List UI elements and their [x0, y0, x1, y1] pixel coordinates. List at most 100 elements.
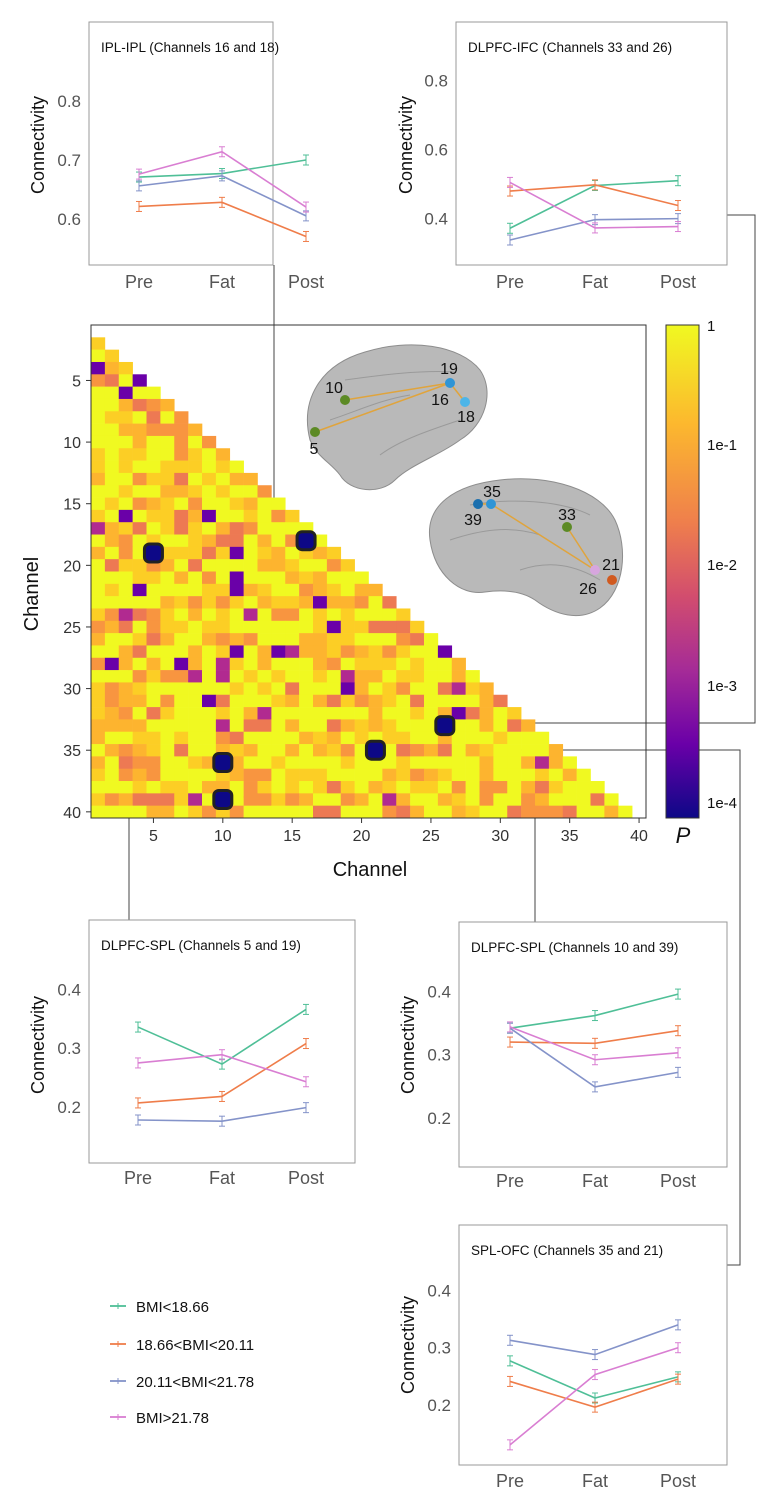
significant-cell-marker — [364, 739, 386, 761]
heatmap-cell — [202, 583, 217, 597]
heatmap-cell — [257, 522, 272, 535]
heatmap-cell — [396, 793, 411, 806]
heatmap-cell — [535, 768, 550, 782]
heatmap-cell — [437, 694, 453, 708]
heatmap-cell — [215, 546, 231, 560]
y-axis-label: Connectivity — [28, 996, 48, 1094]
heatmap-cell — [396, 731, 411, 745]
heatmap-cell — [618, 805, 633, 819]
heatmap-cell — [146, 657, 161, 671]
x-tick-label: Fat — [209, 272, 235, 292]
y-tick-label: 0.8 — [424, 72, 448, 91]
heatmap-cell — [118, 522, 133, 535]
heatmap-cell — [188, 522, 203, 535]
heatmap-cell — [104, 386, 120, 400]
heatmap-cell — [562, 793, 577, 806]
heatmap-cell — [285, 546, 300, 560]
heatmap-cell — [340, 805, 355, 819]
heatmap-cell — [215, 534, 231, 548]
brain-label-33: 33 — [558, 507, 576, 524]
heatmap-cell — [104, 448, 120, 461]
heatmap-cell — [493, 793, 508, 806]
heatmap-cell — [465, 682, 480, 696]
heatmap-cell — [326, 657, 342, 671]
heatmap-cell — [368, 645, 383, 659]
heatmap-cell — [132, 756, 147, 770]
heatmap-cell — [354, 805, 369, 819]
heatmap-cell — [215, 472, 231, 486]
heatmap-cell — [229, 472, 244, 486]
heatmap-cell — [507, 805, 522, 819]
x-tick-label: Pre — [496, 1471, 524, 1491]
heatmap-cell — [368, 781, 383, 794]
heatmap-cell — [396, 682, 411, 696]
heatmap-cell — [271, 781, 286, 794]
heatmap-cell — [326, 756, 342, 770]
brain-label-5: 5 — [310, 441, 319, 458]
heatmap-cell — [229, 608, 244, 622]
heatmap-cell — [368, 768, 383, 782]
heatmap-cell — [271, 744, 286, 757]
x-tick-label: 30 — [491, 828, 509, 845]
heatmap-cell — [188, 781, 203, 794]
heatmap-cell — [146, 596, 161, 609]
heatmap-cell — [326, 670, 342, 683]
heatmap-cell — [215, 633, 231, 646]
heatmap-cell — [340, 731, 355, 745]
heatmap-cell — [91, 374, 106, 387]
heatmap-cell — [465, 805, 480, 819]
heatmap-cell — [257, 805, 272, 819]
heatmap-cell — [215, 657, 231, 671]
heatmap-cell — [299, 657, 314, 671]
heatmap-cell — [229, 633, 244, 646]
heatmap-cell — [104, 534, 120, 548]
heatmap-cell — [118, 583, 133, 597]
colorbar-tick-label: 1e-3 — [707, 678, 737, 695]
heatmap-cell — [132, 596, 147, 609]
heatmap-cell — [382, 805, 397, 819]
heatmap-cell — [313, 793, 328, 806]
heatmap-cell — [326, 559, 342, 572]
brain-label-18: 18 — [457, 409, 475, 426]
heatmap-cell — [118, 744, 133, 757]
heatmap-cell — [243, 571, 258, 585]
heatmap-cell — [521, 805, 536, 819]
heatmap-cell — [229, 522, 244, 535]
y-tick-label: 15 — [63, 497, 81, 514]
heatmap-cell — [479, 707, 494, 720]
heatmap-cell — [313, 768, 328, 782]
colorbar-tick-label: 1e-1 — [707, 437, 737, 454]
heatmap-cell — [424, 805, 439, 819]
heatmap-cell — [229, 694, 244, 708]
heatmap-cell — [146, 633, 161, 646]
heatmap-cell — [160, 805, 175, 819]
heatmap-cell — [229, 781, 244, 794]
brain-node-19 — [445, 378, 455, 388]
heatmap-cell — [202, 559, 217, 572]
legend-label: 20.11<BMI<21.78 — [136, 1374, 254, 1391]
heatmap-cell — [382, 670, 397, 683]
heatmap-cell — [132, 497, 147, 511]
heatmap-cell — [396, 805, 411, 819]
heatmap-cell — [188, 509, 203, 523]
heatmap-cell — [132, 411, 147, 424]
heatmap-cell — [340, 719, 355, 733]
heatmap-cell — [132, 485, 147, 498]
heatmap-cell — [243, 694, 258, 708]
heatmap-cell — [202, 682, 217, 696]
heatmap-cell — [299, 731, 314, 745]
heatmap-cell — [215, 460, 231, 474]
heatmap-cell — [160, 559, 175, 572]
heatmap-cell — [479, 682, 494, 696]
heatmap-cell — [104, 571, 120, 585]
heatmap-cell — [215, 608, 231, 622]
heatmap-cell — [104, 682, 120, 696]
heatmap-cell — [437, 744, 453, 757]
y-tick-label: 0.4 — [57, 980, 81, 999]
heatmap-cell — [174, 546, 189, 560]
heatmap-cell — [160, 448, 175, 461]
heatmap-cell — [132, 423, 147, 437]
heatmap-cell — [507, 719, 522, 733]
heatmap-cell — [257, 731, 272, 745]
heatmap-cell — [410, 744, 425, 757]
